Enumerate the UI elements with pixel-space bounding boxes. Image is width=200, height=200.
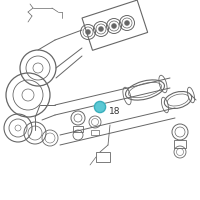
Bar [82,0,148,50]
Circle shape [124,21,130,25]
Circle shape [86,29,90,34]
Text: 18: 18 [109,107,120,116]
Bar [174,140,186,148]
Circle shape [98,26,104,31]
Bar [96,152,110,162]
Circle shape [112,23,116,28]
Bar [91,130,99,135]
Bar [73,126,83,132]
Circle shape [94,101,106,113]
